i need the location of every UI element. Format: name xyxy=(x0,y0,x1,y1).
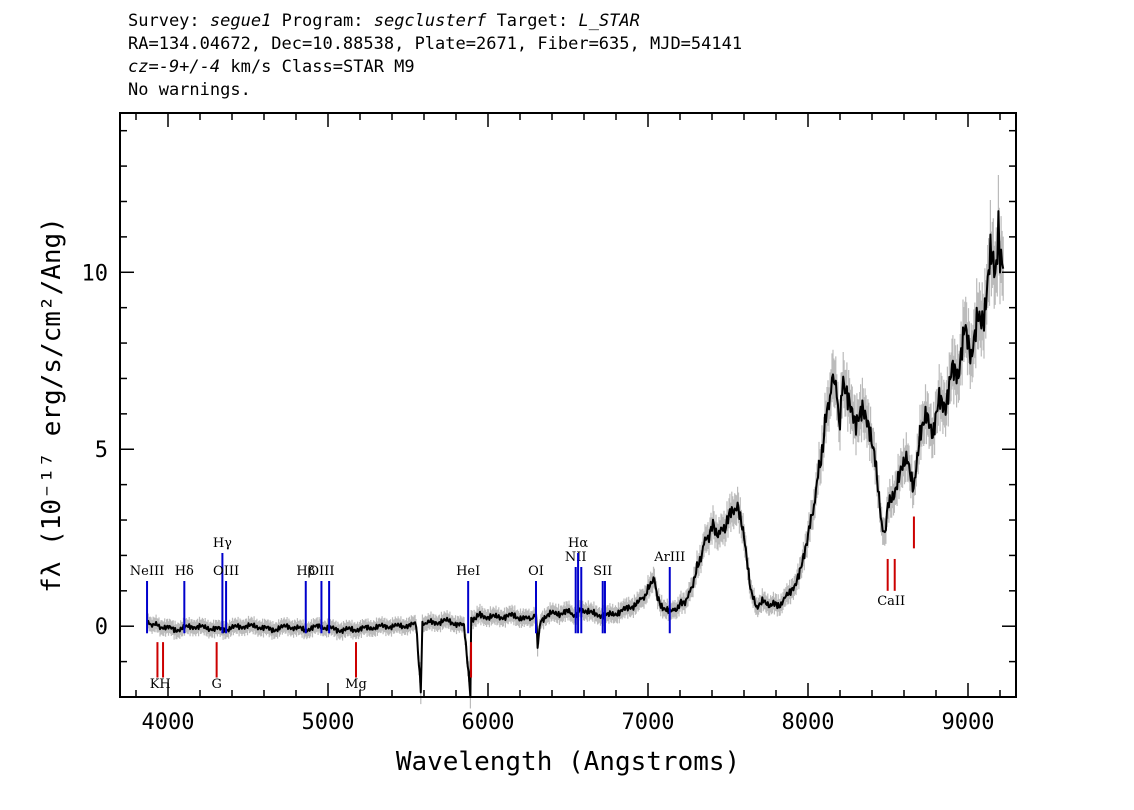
redshift-unit: km/s xyxy=(230,57,272,77)
x-tick-label: 5000 xyxy=(302,710,355,735)
emission-label: NeIII xyxy=(130,564,164,579)
emission-label: Hγ xyxy=(213,536,232,551)
emission-label: ArIII xyxy=(653,550,685,565)
y-axis-title: fλ (10⁻¹⁷ erg/s/cm²/Ang) xyxy=(37,217,67,593)
header-line-coordinates: RA=134.04672, Dec=10.88538, Plate=2671, … xyxy=(128,34,743,54)
emission-label: NII xyxy=(565,550,587,565)
emission-label: Hα xyxy=(568,536,588,551)
program-label: Program: xyxy=(281,11,364,31)
emission-label: OIII xyxy=(213,564,239,579)
y-tick-label: 0 xyxy=(95,615,108,640)
spectrum-header: Survey: segue1 Program: segclusterf Targ… xyxy=(128,10,742,102)
emission-label: OIII xyxy=(308,564,334,579)
classification: Class=STAR M9 xyxy=(281,57,415,77)
absorption-label: Mg xyxy=(345,677,367,692)
emission-label: Hβ xyxy=(296,564,315,579)
program-value: segclusterf xyxy=(373,11,487,31)
y-tick-label: 10 xyxy=(82,261,109,286)
absorption-label: CaII xyxy=(877,594,905,609)
x-axis-title: Wavelength (Angstroms) xyxy=(396,747,740,777)
absorption-label: KH xyxy=(150,677,171,692)
header-line-warnings: No warnings. xyxy=(128,80,251,100)
emission-label: SII xyxy=(593,564,612,579)
survey-label: Survey: xyxy=(128,11,200,31)
absorption-label: G xyxy=(211,677,221,692)
header-line-survey: Survey: segue1 Program: segclusterf Targ… xyxy=(128,10,742,33)
axis-ticks: 4000 5000 6000 7000 8000 9000 0 5 10 xyxy=(82,113,1016,735)
target-value: L_STAR xyxy=(578,11,640,31)
plot-frame xyxy=(119,112,1017,698)
x-tick-label: 8000 xyxy=(782,710,835,735)
x-tick-label: 6000 xyxy=(462,710,515,735)
emission-label: HeI xyxy=(456,564,480,579)
emission-label: OI xyxy=(528,564,544,579)
x-tick-label: 7000 xyxy=(622,710,675,735)
header-line-redshift: cz=-9+/-4 km/s Class=STAR M9 xyxy=(128,56,742,79)
emission-label: Hδ xyxy=(175,564,194,579)
x-tick-label: 9000 xyxy=(942,710,995,735)
spectrum-line xyxy=(146,210,1005,698)
x-tick-label: 4000 xyxy=(142,710,195,735)
spectrum-series xyxy=(146,210,1005,698)
target-label: Target: xyxy=(496,11,569,31)
redshift-value: cz=-9+/-4 xyxy=(128,57,221,77)
y-tick-label: 5 xyxy=(95,438,108,463)
survey-value: segue1 xyxy=(209,11,272,31)
